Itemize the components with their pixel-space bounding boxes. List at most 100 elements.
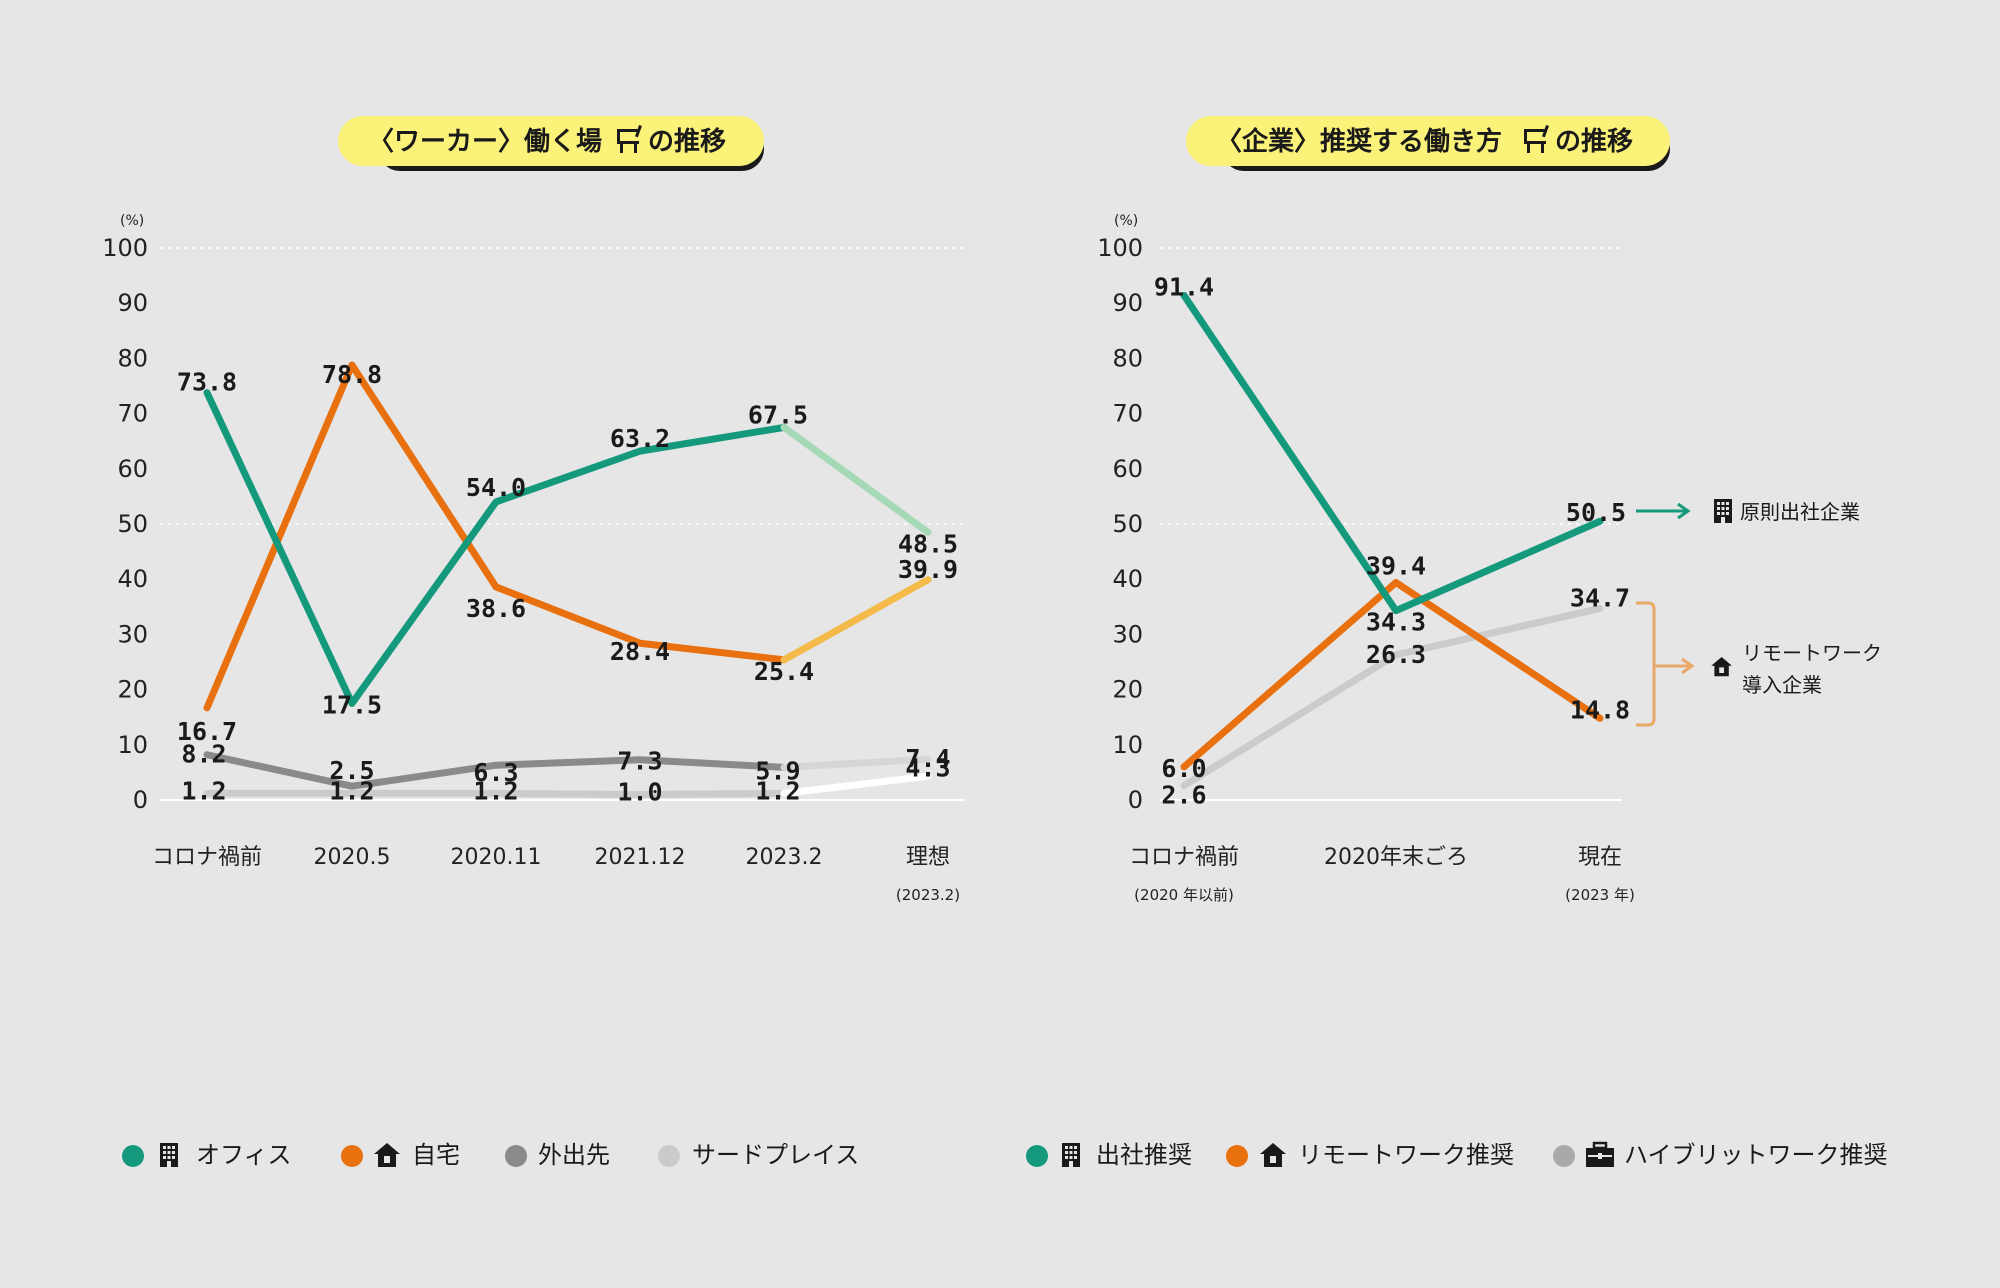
series-line-ideal bbox=[780, 772, 932, 797]
annotation-remote-label-2: 導入企業 bbox=[1742, 673, 1822, 697]
y-tick-label: 90 bbox=[1112, 289, 1143, 317]
y-tick-label: 70 bbox=[117, 400, 148, 428]
building-icon bbox=[1714, 499, 1732, 523]
data-label: 5.9 bbox=[755, 756, 800, 785]
chart1-unit-label: (%) bbox=[120, 213, 144, 229]
y-tick-label: 30 bbox=[1112, 620, 1143, 648]
house-icon bbox=[1711, 657, 1732, 677]
y-tick-label: 50 bbox=[1112, 510, 1143, 538]
x-tick-label: 現在 bbox=[1578, 845, 1622, 870]
house-icon bbox=[1260, 1143, 1286, 1167]
x-tick-sublabel: (2023.2) bbox=[896, 886, 960, 904]
chart2-title-right: の推移 bbox=[1555, 127, 1633, 157]
y-tick-label: 100 bbox=[1097, 234, 1143, 262]
data-label: 8.2 bbox=[181, 740, 226, 769]
chart1-title-right: の推移 bbox=[648, 127, 726, 157]
y-tick-label: 20 bbox=[1112, 676, 1143, 704]
building-icon bbox=[160, 1143, 178, 1167]
legend-label: 出社推奨 bbox=[1096, 1141, 1192, 1169]
legend-item-third-place: サードプレイス bbox=[658, 1141, 859, 1169]
series-line bbox=[203, 789, 788, 798]
series-line bbox=[203, 751, 788, 790]
data-label: 73.8 bbox=[177, 368, 237, 397]
data-label: 17.5 bbox=[322, 690, 382, 719]
data-label: 63.2 bbox=[610, 424, 670, 453]
series-line bbox=[203, 361, 788, 712]
x-tick-label: コロナ禍前 bbox=[152, 845, 262, 870]
x-tick-label: 2020年末ごろ bbox=[1324, 845, 1468, 870]
annotation-remote-companies: リモートワーク 導入企業 bbox=[1636, 601, 1882, 727]
legend-item-outing: 外出先 bbox=[505, 1141, 610, 1169]
chart2-unit-label: (%) bbox=[1114, 213, 1138, 229]
house-icon bbox=[374, 1143, 400, 1167]
y-tick-label: 50 bbox=[117, 510, 148, 538]
data-label: 50.5 bbox=[1566, 498, 1626, 527]
data-label: 39.9 bbox=[898, 555, 958, 584]
series-line bbox=[1180, 291, 1604, 615]
data-label: 7.4 bbox=[905, 744, 950, 773]
series-line bbox=[1180, 579, 1604, 771]
legend-item-hybrid-recommended: ハイブリットワーク推奨 bbox=[1553, 1141, 1888, 1169]
y-tick-label: 80 bbox=[1112, 344, 1143, 372]
data-label: 28.4 bbox=[610, 637, 670, 666]
data-label: 1.2 bbox=[329, 776, 374, 805]
y-tick-label: 80 bbox=[117, 344, 148, 372]
data-label: 91.4 bbox=[1154, 272, 1214, 301]
company-workstyle-chart: 〈企業〉推奨する働き方 の推移 (%) 100 90 80 70 60 50 40 30 20 1… bbox=[1097, 116, 1882, 904]
legend-label: オフィス bbox=[196, 1141, 292, 1169]
data-label: 78.8 bbox=[322, 360, 382, 389]
data-label: 38.6 bbox=[466, 594, 526, 623]
series-line-ideal bbox=[780, 755, 932, 771]
building-icon bbox=[1062, 1143, 1080, 1167]
data-label: 54.0 bbox=[466, 473, 526, 502]
legend-item-office: オフィス bbox=[122, 1141, 292, 1169]
data-label: 14.8 bbox=[1570, 695, 1630, 724]
x-tick-label: 理想 bbox=[906, 845, 950, 870]
legend-item-home: 自宅 bbox=[341, 1141, 460, 1169]
briefcase-icon bbox=[1584, 1141, 1616, 1169]
y-tick-label: 60 bbox=[1112, 455, 1143, 483]
y-tick-label: 40 bbox=[117, 565, 148, 593]
chart2-title-left: 〈企業〉推奨する働き方 bbox=[1216, 126, 1502, 157]
data-label: 1.2 bbox=[473, 776, 518, 805]
legend-item-office-recommended: 出社推奨 bbox=[1026, 1141, 1192, 1169]
legend-company: 出社推奨 リモートワーク推奨 ハイブリットワーク推奨 bbox=[1026, 1141, 1888, 1169]
y-tick-label: 100 bbox=[102, 234, 148, 262]
y-tick-label: 70 bbox=[1112, 400, 1143, 428]
data-label: 7.3 bbox=[617, 747, 662, 776]
data-label: 2.5 bbox=[329, 756, 374, 785]
data-label: 1.0 bbox=[617, 777, 662, 806]
worker-workplace-chart: 〈ワーカー〉働く場 の推移 (%) 1009080706050403020100… bbox=[102, 116, 965, 904]
annotation-remote-label-1: リモートワーク bbox=[1742, 641, 1882, 665]
series-line-ideal bbox=[780, 576, 932, 664]
data-label: 4.3 bbox=[905, 753, 950, 782]
series-line bbox=[203, 389, 788, 707]
y-tick-label: 40 bbox=[1112, 565, 1143, 593]
y-tick-label: 10 bbox=[117, 731, 148, 759]
data-label: 34.3 bbox=[1366, 608, 1426, 637]
legend-label: ハイブリットワーク推奨 bbox=[1624, 1141, 1888, 1169]
x-tick-label: 2020.11 bbox=[451, 845, 542, 870]
legend-label: サードプレイス bbox=[692, 1141, 859, 1169]
chart2-title-box: 〈企業〉推奨する働き方 の推移 bbox=[1186, 116, 1670, 171]
x-tick-label: 2021.12 bbox=[595, 845, 686, 870]
y-tick-label: 20 bbox=[117, 676, 148, 704]
legend-label: 外出先 bbox=[538, 1141, 610, 1169]
y-tick-label: 90 bbox=[117, 289, 148, 317]
legend-worker: オフィス 自宅 外出先 サードプレイス bbox=[122, 1141, 859, 1169]
y-tick-label: 60 bbox=[117, 455, 148, 483]
series-line-ideal bbox=[780, 423, 932, 536]
legend-label: 自宅 bbox=[412, 1141, 460, 1169]
data-label: 2.6 bbox=[1161, 781, 1206, 810]
chart1-title-left: 〈ワーカー〉働く場 bbox=[368, 127, 602, 157]
series-line bbox=[1180, 604, 1604, 790]
data-label: 26.3 bbox=[1366, 640, 1426, 669]
chart1-title-box: 〈ワーカー〉働く場 の推移 bbox=[338, 116, 764, 171]
annotation-office-companies: 原則出社企業 bbox=[1636, 499, 1860, 524]
data-label: 16.7 bbox=[177, 717, 237, 746]
data-label: 6.0 bbox=[1161, 754, 1206, 783]
legend-item-remote-recommended: リモートワーク推奨 bbox=[1226, 1141, 1514, 1169]
data-label: 39.4 bbox=[1366, 552, 1426, 581]
data-label: 1.2 bbox=[755, 776, 800, 805]
